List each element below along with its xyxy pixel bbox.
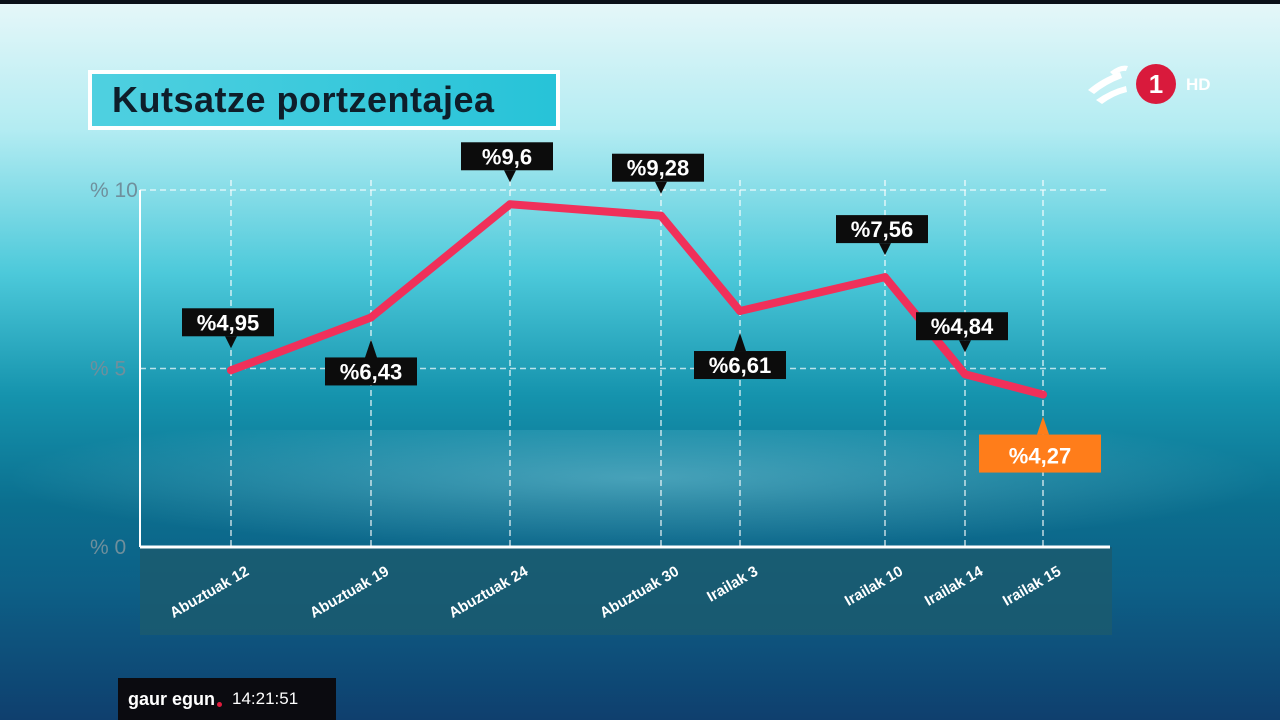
channel-number: 1 — [1149, 69, 1163, 99]
data-label-box — [325, 357, 417, 386]
data-label: %9,6 — [461, 142, 553, 183]
data-label: %7,56 — [836, 215, 928, 256]
data-point — [227, 366, 235, 375]
data-label-text: %7,56 — [851, 217, 913, 242]
ticker-time: 14:21:51 — [232, 689, 299, 708]
channel-number-badge — [1136, 64, 1176, 104]
data-label-pointer — [365, 339, 377, 358]
ticker-brand: gaur egun — [128, 688, 216, 709]
data-label-text: %4,84 — [931, 314, 994, 339]
data-label-box — [694, 351, 786, 380]
data-label: %4,27 — [979, 416, 1101, 473]
y-tick-label: % 10 — [90, 179, 138, 202]
title-box: Kutsatze portzentajea — [88, 70, 560, 130]
data-label-pointer — [655, 181, 667, 194]
y-tick-label: % 5 — [90, 358, 126, 381]
data-label-text: %9,6 — [482, 144, 532, 169]
data-label: %4,84 — [916, 312, 1008, 353]
ticker-dot — [217, 701, 223, 707]
data-label-pointer — [959, 340, 971, 353]
data-label-text: %4,95 — [197, 310, 259, 335]
data-point — [506, 200, 514, 209]
data-label: %9,28 — [612, 153, 704, 194]
data-label-text: %6,43 — [340, 359, 402, 384]
eitb-swoosh-icon — [1088, 65, 1128, 104]
data-label-text: %6,61 — [709, 353, 771, 378]
chart-title: Kutsatze portzentajea — [112, 79, 495, 120]
data-point — [1039, 390, 1047, 399]
data-point — [736, 307, 744, 316]
data-label-text: %9,28 — [627, 156, 689, 181]
data-label-box — [461, 142, 553, 171]
data-label: %6,61 — [694, 333, 786, 380]
data-label-pointer — [504, 170, 516, 183]
data-point — [961, 370, 969, 379]
data-label-pointer — [225, 336, 237, 349]
top-bar — [0, 0, 1280, 4]
channel-logo: 1 HD — [1088, 64, 1211, 104]
data-point — [367, 313, 375, 322]
data-label: %6,43 — [325, 339, 417, 386]
data-label-pointer — [1037, 416, 1049, 435]
data-label-box — [836, 215, 928, 244]
data-point — [657, 211, 665, 220]
y-tick-label: % 0 — [90, 536, 126, 559]
hd-label: HD — [1186, 75, 1211, 94]
data-label-box — [916, 312, 1008, 341]
series-line — [227, 200, 1047, 399]
data-label-pointer — [734, 333, 746, 352]
data-label-box — [612, 153, 704, 182]
data-point — [881, 273, 889, 282]
category-band — [140, 547, 1112, 635]
data-label-pointer — [879, 243, 891, 256]
data-label-box — [979, 434, 1101, 473]
news-ticker: gaur egun 14:21:51 — [118, 678, 336, 720]
data-label-text: %4,27 — [1009, 444, 1071, 469]
data-label: %4,95 — [182, 308, 274, 349]
data-label-box — [182, 308, 274, 337]
